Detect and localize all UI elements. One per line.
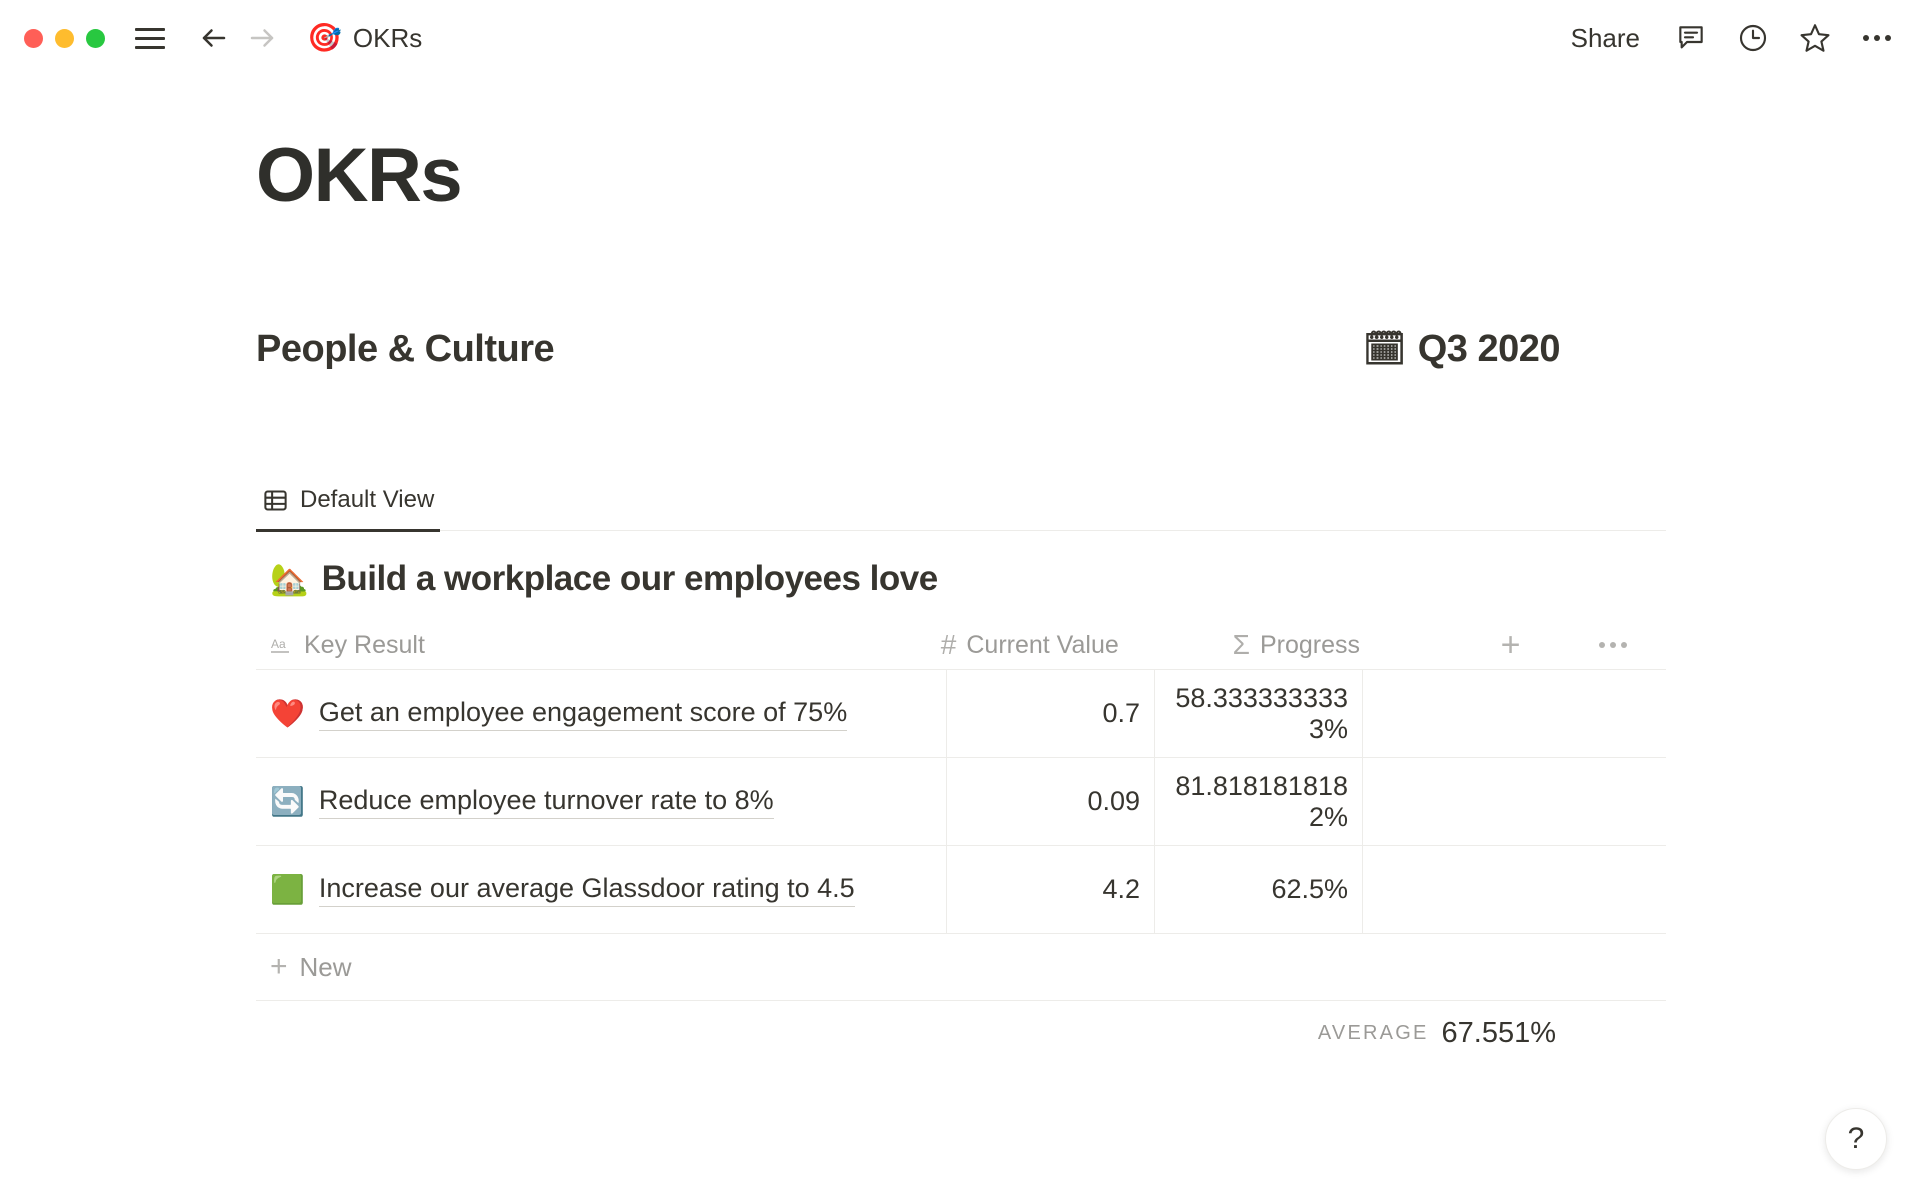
glassdoor-icon: 🟩 <box>270 873 305 905</box>
cell-current-value[interactable]: 0.7 <box>946 670 1154 757</box>
section-heading-row: People & Culture 🗓 Q3 2020 <box>256 324 1696 374</box>
cell-progress[interactable]: 58.3333333333% <box>1154 670 1362 757</box>
table-footer: AVERAGE 67.551% <box>256 1001 1666 1050</box>
column-header-key-result[interactable]: Aa Key Result <box>256 631 927 660</box>
maximize-window-button[interactable] <box>86 28 105 48</box>
close-window-button[interactable] <box>24 28 43 48</box>
table-row[interactable]: 🔄 Reduce employee turnover rate to 8% 0.… <box>256 757 1666 845</box>
key-result-link[interactable]: Get an employee engagement score of 75% <box>318 697 848 731</box>
plus-icon: + <box>1500 626 1521 664</box>
number-type-icon: # <box>940 629 957 660</box>
heart-icon: ❤️ <box>270 697 305 729</box>
comment-icon[interactable] <box>1674 21 1708 55</box>
table-row[interactable]: ❤️ Get an employee engagement score of 7… <box>256 669 1666 757</box>
cell-progress[interactable]: 62.5% <box>1154 846 1362 933</box>
navigation-arrows <box>199 23 277 53</box>
help-button[interactable]: ? <box>1825 1108 1887 1170</box>
forward-arrow-icon[interactable] <box>247 23 277 53</box>
clock-history-icon[interactable] <box>1736 21 1770 55</box>
new-row-label: New <box>299 951 352 982</box>
new-row-button[interactable]: + New <box>256 933 1666 1001</box>
cell-key-result[interactable]: ❤️ Get an employee engagement score of 7… <box>256 670 946 757</box>
table-header-row: Aa Key Result # Current Value Σ Progress… <box>256 621 1666 669</box>
cell-filler <box>1362 846 1572 933</box>
aggregate-value: 67.551% <box>1441 1017 1557 1049</box>
key-result-link[interactable]: Increase our average Glassdoor rating to… <box>318 873 855 907</box>
topbar-actions: Share <box>1565 20 1894 57</box>
back-arrow-icon[interactable] <box>199 23 229 53</box>
cell-current-value[interactable]: 0.09 <box>946 758 1154 845</box>
cell-filler <box>1362 758 1572 845</box>
plus-icon: + <box>270 950 288 983</box>
page-title: OKRs <box>256 133 463 218</box>
calendar-icon: 🗓 <box>1363 330 1406 368</box>
objective-title: Build a workplace our employees love <box>321 559 939 598</box>
cell-key-result[interactable]: 🟩 Increase our average Glassdoor rating … <box>256 846 946 933</box>
cell-filler <box>1362 670 1572 757</box>
more-options-icon[interactable] <box>1860 21 1894 55</box>
svg-text:Aa: Aa <box>271 637 286 651</box>
refresh-icon: 🔄 <box>270 785 305 817</box>
column-header-current-value-label: Current Value <box>966 630 1119 659</box>
column-header-key-result-label: Key Result <box>304 630 425 659</box>
page-content: OKRs People & Culture 🗓 Q3 2020 Default <box>256 138 1696 1050</box>
table-grid-icon <box>262 487 289 514</box>
column-header-progress[interactable]: Σ Progress <box>1219 629 1462 661</box>
tab-default-view[interactable]: Default View <box>256 482 441 532</box>
formula-type-icon: Σ <box>1232 629 1250 660</box>
aggregate-label[interactable]: AVERAGE <box>1317 1022 1429 1044</box>
view-tab-bar: Default View <box>256 482 1666 532</box>
cell-key-result[interactable]: 🔄 Reduce employee turnover rate to 8% <box>256 758 946 845</box>
add-column-button[interactable]: + <box>1462 628 1559 662</box>
cell-progress[interactable]: 81.8181818182% <box>1154 758 1362 845</box>
quarter-label: Q3 2020 <box>1417 327 1561 370</box>
breadcrumb[interactable]: 🎯 OKRs <box>307 23 422 54</box>
section-heading-right: 🗓 Q3 2020 <box>1363 328 1560 371</box>
breadcrumb-label: OKRs <box>352 22 423 53</box>
window-titlebar: 🎯 OKRs Share <box>0 0 1920 76</box>
minimize-window-button[interactable] <box>55 28 74 48</box>
window-controls <box>24 28 105 48</box>
tab-default-view-label: Default View <box>300 486 435 513</box>
objective-header: 🏡 Build a workplace our employees love <box>256 531 1666 621</box>
page-body: OKRs People & Culture 🗓 Q3 2020 Default <box>0 76 1920 1050</box>
okr-table: 🏡 Build a workplace our employees love A… <box>256 531 1666 1050</box>
column-header-progress-label: Progress <box>1259 630 1361 659</box>
cell-current-value[interactable]: 4.2 <box>946 846 1154 933</box>
hamburger-menu-icon[interactable] <box>135 27 165 49</box>
house-icon: 🏡 <box>270 561 309 597</box>
more-options-icon <box>1598 642 1627 648</box>
table-options-button[interactable] <box>1559 642 1666 648</box>
section-heading-left: People & Culture <box>256 327 555 370</box>
target-icon: 🎯 <box>307 22 342 53</box>
column-header-current-value[interactable]: # Current Value <box>927 629 1219 661</box>
text-type-icon: Aa <box>270 635 294 655</box>
share-button[interactable]: Share <box>1565 20 1646 57</box>
table-row[interactable]: 🟩 Increase our average Glassdoor rating … <box>256 845 1666 933</box>
star-icon[interactable] <box>1798 21 1832 55</box>
key-result-link[interactable]: Reduce employee turnover rate to 8% <box>318 785 774 819</box>
